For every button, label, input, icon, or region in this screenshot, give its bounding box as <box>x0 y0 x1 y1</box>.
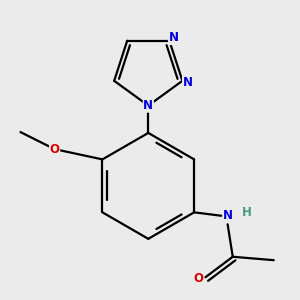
Text: N: N <box>169 32 178 44</box>
Text: N: N <box>182 76 193 89</box>
Text: H: H <box>242 206 251 219</box>
Text: N: N <box>143 99 153 112</box>
Text: N: N <box>223 209 232 222</box>
Text: O: O <box>194 272 204 286</box>
Text: O: O <box>50 142 60 156</box>
